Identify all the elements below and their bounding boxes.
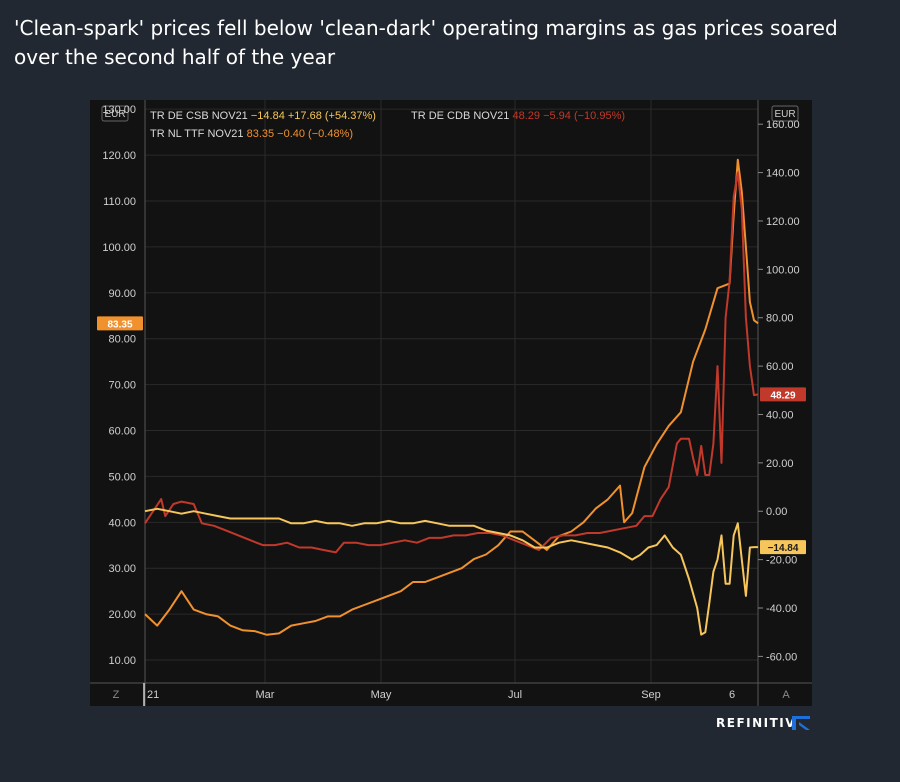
price-tag-ttf [97, 316, 143, 331]
right-tick-label: 100.00 [766, 264, 800, 276]
legend-last: −14.84 [251, 110, 288, 122]
right-tick-label: -40.00 [766, 603, 797, 615]
refinitiv-wordmark: REFINITIV [716, 716, 797, 730]
legend-last: 83.35 [247, 128, 278, 140]
right-tick-label: 80.00 [766, 313, 794, 325]
right-tick-label: 20.00 [766, 458, 794, 470]
right-unit-box [771, 105, 799, 122]
series-line-tr-de-cdb-nov21 [144, 171, 759, 554]
series-line-tr-nl-ttf-nov21 [144, 158, 759, 636]
left-tick-label: 50.00 [108, 471, 136, 483]
left-tick-label: 20.00 [108, 609, 136, 621]
corner-left-label: Z [113, 689, 120, 701]
left-tick-label: 40.00 [108, 517, 136, 529]
right-tick-label: 40.00 [766, 409, 794, 421]
right-unit-label: EUR [774, 109, 795, 120]
legend-change: −5.94 (−10.95%) [543, 110, 625, 122]
legend-change: +17.68 (+54.37%) [288, 110, 376, 122]
left-unit-box [101, 105, 129, 122]
right-axis-ticks: 160.00 140.00 120.00 100.00 80.00 60.00 40.00 2… [758, 119, 800, 663]
x-tick-label: Jul [508, 689, 522, 701]
x-tick-label: 21 [147, 689, 159, 701]
legend-change: −0.40 (−0.48%) [277, 128, 353, 140]
x-tick-label: May [371, 689, 392, 701]
left-tick-label: 10.00 [108, 655, 136, 667]
right-tick-label: 120.00 [766, 216, 800, 228]
right-tick-label: 140.00 [766, 168, 800, 180]
left-unit-label: EUR [104, 109, 125, 120]
price-tag-text-cdb: 48.29 [770, 390, 795, 401]
legend-name: TR DE CSB NOV21 [150, 110, 251, 122]
legend-entry: TR DE CDB NOV21 48.29 −5.94 (−10.95%) [411, 110, 625, 122]
right-tick-label: 160.00 [766, 119, 800, 131]
right-tick-label: -20.00 [766, 555, 797, 567]
chart-headline: 'Clean-spark' prices fell below 'clean-d… [14, 16, 838, 69]
legend-entry: TR DE CSB NOV21 −14.84 +17.68 (+54.37%) [150, 110, 376, 122]
axis-frame: EUR EUR [90, 100, 812, 706]
left-tick-label: 120.00 [102, 150, 136, 162]
refinitiv-logo-icon [792, 716, 810, 730]
right-tick-label: -60.00 [766, 651, 797, 663]
left-tick-label: 100.00 [102, 242, 136, 254]
price-tag-text-ttf: 83.35 [107, 319, 132, 330]
price-tag-cdb [760, 387, 806, 402]
price-tags: 83.35 48.29 −14.84 [97, 316, 806, 555]
price-chart: EUR EUR 130.00 120.00 110.00 100.00 90.00 80.0… [90, 100, 812, 706]
left-tick-label: 60.00 [108, 426, 136, 438]
left-tick-label: 30.00 [108, 563, 136, 575]
x-tick-label: Sep [641, 689, 661, 701]
legend-entry: TR NL TTF NOV21 83.35 −0.40 (−0.48%) [150, 128, 353, 140]
price-tag-text-csb: −14.84 [768, 543, 799, 554]
grid-lines [145, 100, 758, 683]
series-lines [144, 158, 759, 636]
legend-name: TR NL TTF NOV21 [150, 128, 247, 140]
corner-right-label: A [782, 689, 790, 701]
left-tick-label: 70.00 [108, 380, 136, 392]
x-tick-label: Mar [256, 689, 275, 701]
left-tick-label: 110.00 [103, 196, 136, 208]
legend-last: 48.29 [512, 110, 543, 122]
price-tag-csb [760, 540, 806, 555]
series-line-tr-de-csb-nov21 [144, 507, 759, 636]
right-tick-label: 0.00 [766, 506, 787, 518]
legend-name: TR DE CDB NOV21 [411, 110, 512, 122]
left-tick-label: 90.00 [108, 288, 136, 300]
left-axis-ticks: 130.00 120.00 110.00 100.00 90.00 80.00 70.00 6… [102, 104, 136, 667]
chart-panel: EUR EUR 130.00 120.00 110.00 100.00 90.00 80.0… [90, 100, 812, 706]
x-axis-ticks: 21 Mar May Jul Sep 6 Z A [113, 683, 790, 706]
legend: TR DE CSB NOV21 −14.84 +17.68 (+54.37%) T… [150, 110, 625, 140]
x-tick-label: 6 [729, 689, 735, 701]
left-tick-label: 130.00 [102, 104, 136, 116]
left-tick-label: 80.00 [108, 334, 136, 346]
right-tick-label: 60.00 [766, 361, 794, 373]
